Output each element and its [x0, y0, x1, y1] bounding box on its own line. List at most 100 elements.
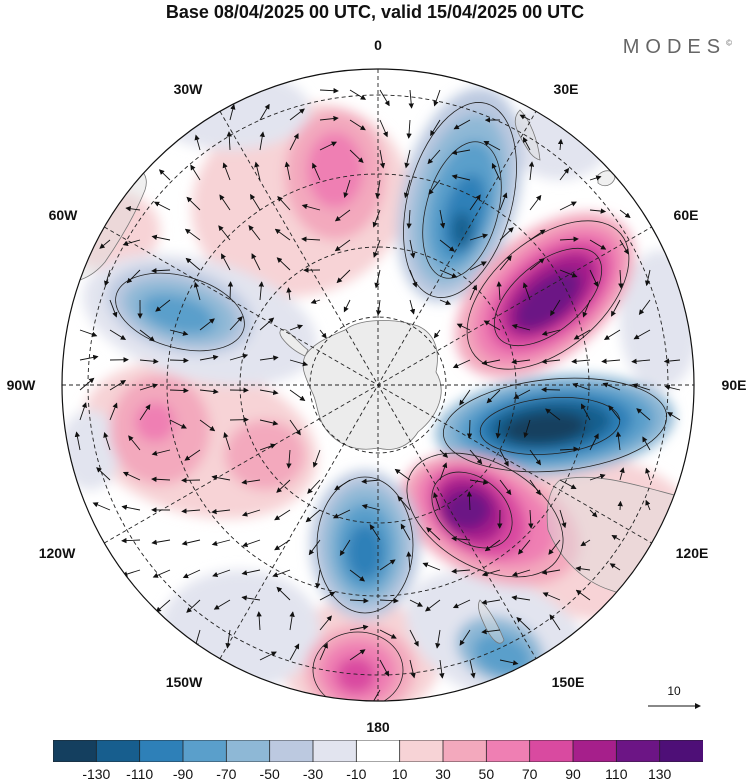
- wind-vector: [125, 206, 141, 212]
- wind-vector: [109, 329, 127, 340]
- new-zealand-land: [478, 599, 505, 644]
- wind-vector: [580, 403, 591, 421]
- wind-vector: [308, 539, 321, 556]
- wind-vector: [258, 281, 264, 301]
- wind-vector: [453, 119, 471, 130]
- wind-vector: [550, 299, 561, 317]
- wind-vector: [499, 227, 514, 241]
- wind-vector: [619, 209, 631, 219]
- wind-vector: [541, 386, 561, 393]
- wind-vector: [433, 492, 441, 511]
- lon-label-120e: 120E: [675, 545, 709, 561]
- colorbar-tick-label: -30: [302, 766, 324, 782]
- wind-vector: [545, 408, 561, 421]
- wind-vector: [451, 568, 471, 574]
- wind-vector: [559, 446, 579, 452]
- wind-vector: [603, 329, 621, 340]
- wind-vector: [427, 149, 441, 165]
- wind-vector: [374, 269, 381, 289]
- colorbar-swatch: [355, 740, 401, 762]
- wind-vector: [184, 449, 201, 461]
- wind-vector: [103, 432, 111, 451]
- wind-vector: [169, 357, 189, 364]
- wind-vector: [451, 536, 471, 542]
- colorbar-swatch: [53, 740, 98, 762]
- colorbar-swatch: [312, 740, 358, 762]
- wind-vector: [219, 194, 231, 211]
- wind-vector: [343, 179, 351, 199]
- wind-vector: [573, 329, 591, 340]
- wind-vector: [617, 500, 623, 511]
- wind-vector: [519, 114, 531, 121]
- wind-vector: [372, 209, 381, 228]
- colorbar: [53, 740, 703, 762]
- wind-vector: [319, 642, 328, 661]
- wind-vector: [379, 119, 388, 138]
- wind-vector: [619, 239, 629, 255]
- wind-vector: [199, 419, 216, 432]
- wind-vector: [511, 359, 531, 365]
- colorbar-swatch: [572, 740, 618, 762]
- wind-vector: [511, 595, 531, 601]
- wind-vector: [276, 479, 291, 493]
- wind-vector: [315, 569, 321, 589]
- wind-vector: [496, 281, 502, 301]
- wind-vector: [409, 239, 416, 259]
- wind-vector: [589, 208, 607, 214]
- wind-vector: [409, 269, 418, 288]
- wind-vector: [466, 491, 473, 511]
- wind-vector: [439, 239, 455, 252]
- wind-vector: [469, 194, 481, 211]
- colorbar-tick-label: -10: [346, 766, 367, 782]
- wind-vector: [151, 268, 171, 274]
- wind-vector: [466, 419, 473, 439]
- wind-vector: [469, 261, 487, 271]
- colorbar-tick-label: 90: [565, 766, 581, 782]
- wind-vector: [99, 239, 111, 249]
- wind-vector: [528, 161, 535, 181]
- wind-vector: [349, 569, 366, 582]
- wind-vector: [439, 462, 448, 481]
- wind-vector: [92, 502, 111, 511]
- wind-vector: [122, 239, 141, 247]
- wind-vector: [153, 201, 171, 211]
- wind-vector: [499, 192, 508, 211]
- wind-vector: [663, 358, 681, 364]
- wind-vector: [571, 358, 591, 364]
- wind-vector: [332, 509, 351, 519]
- wind-vector: [182, 569, 201, 579]
- wind-vector: [582, 299, 591, 318]
- wind-vector: [139, 404, 151, 421]
- wind-vector: [213, 599, 231, 610]
- wind-vector: [194, 134, 201, 151]
- wind-vector: [409, 599, 424, 607]
- wind-vector: [186, 599, 201, 613]
- wind-vector: [608, 405, 621, 421]
- antarctic-peninsula: [279, 329, 309, 357]
- wind-vector: [289, 643, 300, 661]
- colorbar-tick-label: 70: [521, 766, 538, 782]
- colorbar-swatch: [139, 740, 184, 762]
- wind-vector: [430, 119, 441, 137]
- madagascar-land: [597, 170, 616, 187]
- wind-vector: [289, 108, 305, 121]
- wind-vector: [109, 402, 118, 421]
- wind-vector: [638, 299, 651, 316]
- wind-vector: [289, 389, 306, 402]
- wind-vector: [349, 624, 369, 631]
- wind-vector: [484, 539, 501, 552]
- colorbar-tick-label: 30: [435, 766, 451, 782]
- wind-vector: [469, 449, 483, 465]
- wind-vector: [343, 299, 351, 313]
- wind-vector: [199, 354, 219, 361]
- brand-text: MODES: [622, 36, 727, 58]
- wind-vector: [379, 629, 397, 639]
- wind-vector: [513, 389, 531, 399]
- wind-vector: [516, 616, 531, 631]
- colorbar-ticks: -130 -110 -90 -70 -50 -30 -10 10 30 50 70 90 110 130: [53, 766, 703, 782]
- wind-vector: [349, 649, 366, 661]
- wind-vector: [422, 562, 441, 571]
- wind-vector: [459, 389, 471, 406]
- modes-logo: MODES©: [623, 36, 732, 59]
- colorbar-tick-label: 10: [391, 766, 408, 782]
